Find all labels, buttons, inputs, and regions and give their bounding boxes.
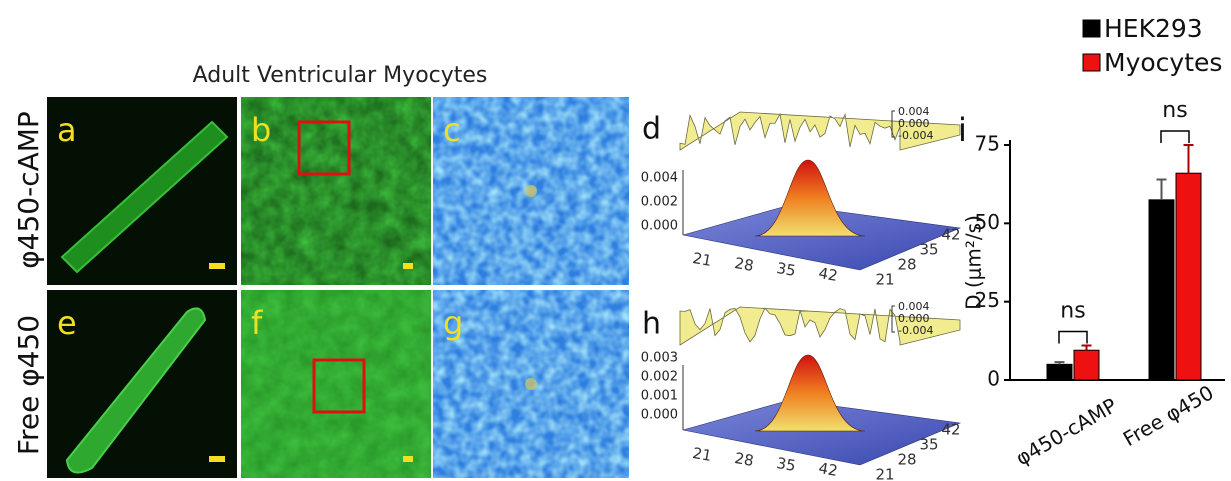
x-tick-label: 35 — [775, 259, 797, 280]
y-tick-label: 50 — [975, 210, 1000, 234]
micrograph-texture — [241, 290, 431, 478]
z-tick-label: 0.004 — [641, 171, 678, 186]
legend-label: Myocytes — [1104, 48, 1222, 77]
scale-bar — [403, 263, 413, 269]
y-tick-label: 25 — [975, 288, 1000, 312]
scale-bar — [209, 263, 225, 269]
panel-letter: i — [958, 111, 967, 149]
x-tick-label: 35 — [775, 454, 797, 475]
panel-letter: h — [642, 307, 661, 342]
noise-tick-label: -0.004 — [898, 324, 933, 337]
bar — [1047, 364, 1072, 380]
legend-swatch — [1083, 54, 1100, 71]
y-tick-label: 0 — [987, 367, 1000, 391]
x-tick-label: 21 — [691, 444, 713, 465]
x-tick-label: 42 — [817, 459, 839, 480]
panel-letter: g — [443, 304, 463, 342]
panel-letter: c — [443, 111, 461, 149]
x-tick-label: 21 — [691, 249, 713, 270]
z-tick-label: 0.001 — [641, 389, 678, 404]
panel-letter: f — [251, 304, 263, 342]
figure: Adult Ventricular Myocytes φ450-cAMP Fre… — [0, 0, 1231, 481]
y-tick-label: 21 — [875, 271, 894, 289]
z-tick-label: 0.000 — [641, 408, 678, 423]
x-tick-label: 42 — [817, 264, 839, 285]
significance-label: ns — [1162, 98, 1187, 123]
z-tick-label: 0.002 — [641, 370, 678, 385]
y-tick-label: 28 — [897, 256, 916, 274]
error-bar — [1082, 346, 1092, 351]
z-tick-label: 0.000 — [641, 219, 678, 234]
bar — [1176, 173, 1201, 380]
scale-bar — [209, 456, 225, 462]
y-tick-label: 42 — [941, 226, 960, 244]
x-tick-label: φ450-cAMP — [1012, 393, 1121, 470]
scale-bar — [403, 456, 413, 462]
bar — [1149, 200, 1174, 380]
y-tick-label: 28 — [897, 451, 916, 469]
panel-letter: e — [57, 304, 77, 342]
row-label: Free φ450 — [12, 315, 45, 455]
z-tick-label: 0.003 — [641, 351, 678, 366]
x-tick-label: Free φ450 — [1119, 380, 1218, 451]
y-tick-label: 42 — [941, 421, 960, 439]
y-tick-label: 75 — [975, 132, 1000, 156]
z-tick-label: 0.002 — [641, 195, 678, 210]
noise-bracket — [892, 306, 895, 332]
correlation-center — [525, 378, 537, 390]
x-tick-label: 28 — [733, 449, 755, 470]
bar — [1074, 350, 1099, 380]
image-panels: a b c e f g — [47, 97, 629, 478]
significance-bracket — [1059, 332, 1087, 344]
legend-label: HEK293 — [1104, 14, 1203, 43]
error-bar — [1184, 145, 1194, 173]
y-tick-label: 21 — [875, 466, 894, 481]
y-tick-label: 35 — [919, 241, 938, 259]
panel-letter: d — [642, 112, 661, 147]
panel-letter: b — [251, 111, 271, 149]
x-tick-label: 28 — [733, 254, 755, 275]
panel-letter: a — [57, 111, 77, 149]
noise-tick-label: -0.004 — [898, 129, 933, 142]
error-bar — [1157, 179, 1167, 199]
correlation-center — [525, 185, 537, 197]
significance-label: ns — [1060, 299, 1085, 324]
significance-bracket — [1161, 131, 1189, 143]
y-tick-label: 35 — [919, 436, 938, 454]
legend-swatch — [1083, 20, 1100, 37]
row-label: φ450-cAMP — [12, 111, 45, 269]
figure-title: Adult Ventricular Myocytes — [193, 63, 488, 88]
